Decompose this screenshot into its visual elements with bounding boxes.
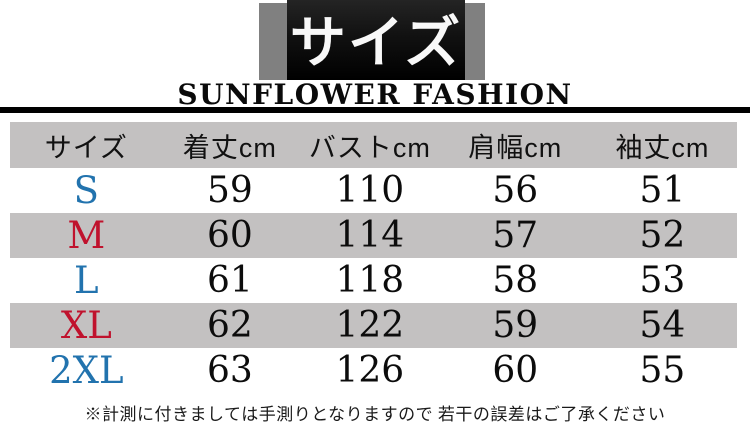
shoulder-value: 59 — [492, 304, 539, 346]
length-value: 60 — [206, 214, 253, 256]
shoulder-value: 58 — [492, 259, 539, 301]
length-value: 59 — [206, 169, 253, 211]
table-row-s: S 59 110 56 51 — [10, 168, 737, 213]
table-row-2xl: 2XL 63 126 60 55 — [10, 348, 737, 393]
size-label: L — [74, 259, 99, 302]
size-banner: サイズ — [287, 0, 465, 80]
table-row-m: M 60 114 57 52 — [10, 213, 737, 258]
shoulder-value: 60 — [492, 349, 539, 391]
length-value: 61 — [206, 259, 253, 301]
divider-rule — [0, 107, 750, 113]
measurement-disclaimer: ※計測に付きましては手測りとなりますので 若干の誤差はご了承ください — [84, 405, 666, 424]
bust-value: 118 — [335, 259, 405, 301]
sleeve-value: 54 — [639, 304, 686, 346]
table-row-l: L 61 118 58 53 — [10, 258, 737, 303]
size-chart-table: サイズ 着丈cm バストcm 肩幅cm 袖丈cm S 59 110 56 51 … — [10, 122, 737, 393]
col-header-bust: バストcm — [308, 132, 431, 163]
shoulder-value: 56 — [492, 169, 539, 211]
size-label: XL — [60, 304, 112, 347]
banner-title: サイズ — [289, 11, 463, 74]
brand-name: SUNFLOWER FASHION — [177, 78, 573, 111]
size-label: M — [67, 214, 106, 257]
col-header-size: サイズ — [44, 132, 128, 163]
length-value: 63 — [206, 349, 253, 391]
bust-value: 110 — [335, 169, 405, 211]
sleeve-value: 51 — [639, 169, 686, 211]
col-header-sleeve: 袖丈cm — [615, 132, 710, 163]
col-header-shoulder: 肩幅cm — [468, 132, 563, 163]
sleeve-value: 55 — [639, 349, 686, 391]
bust-value: 122 — [335, 304, 405, 346]
col-header-length: 着丈cm — [182, 132, 277, 163]
table-header-row: サイズ 着丈cm バストcm 肩幅cm 袖丈cm — [10, 122, 737, 168]
size-label: 2XL — [49, 349, 124, 392]
bust-value: 114 — [335, 214, 405, 256]
size-label: S — [73, 169, 99, 212]
table-row-xl: XL 62 122 59 54 — [10, 303, 737, 348]
length-value: 62 — [206, 304, 253, 346]
shoulder-value: 57 — [492, 214, 539, 256]
bust-value: 126 — [335, 349, 405, 391]
sleeve-value: 53 — [639, 259, 686, 301]
sleeve-value: 52 — [639, 214, 686, 256]
